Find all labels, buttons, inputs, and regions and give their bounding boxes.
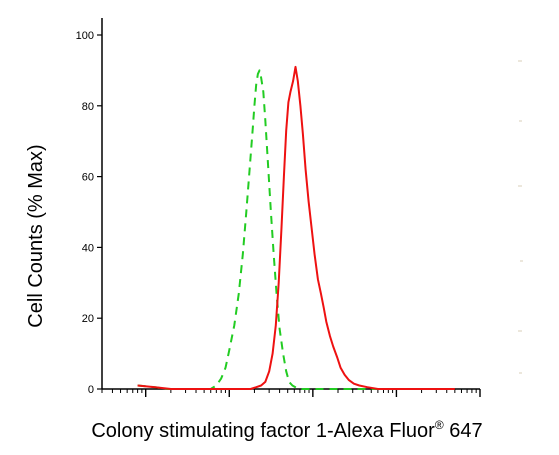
y-tick-label-4: 80 — [82, 101, 94, 113]
series-layer — [137, 65, 455, 390]
series-0-line — [137, 69, 455, 390]
right-edge-faint-marks — [518, 60, 523, 374]
x-axis-title-superscript: ® — [435, 418, 444, 432]
x-ticks — [101, 389, 481, 397]
y-tick-label-1: 20 — [82, 313, 94, 325]
y-tick-label-2: 40 — [82, 242, 94, 254]
y-ticks: 0 20 40 60 80 100 — [76, 30, 102, 396]
x-axis-title: Colony stimulating factor 1-Alexa Fluor®… — [91, 418, 482, 442]
y-tick-label-0: 0 — [88, 384, 94, 396]
series-1-line — [137, 65, 455, 390]
x-axis-title-suffix: 647 — [444, 420, 483, 442]
y-tick-label-3: 60 — [82, 172, 94, 184]
y-tick-label-5: 100 — [76, 30, 94, 42]
x-axis-title-main: Colony stimulating factor 1-Alexa Fluor — [91, 420, 435, 442]
y-axis-title: Cell Counts (% Max) — [25, 144, 47, 327]
